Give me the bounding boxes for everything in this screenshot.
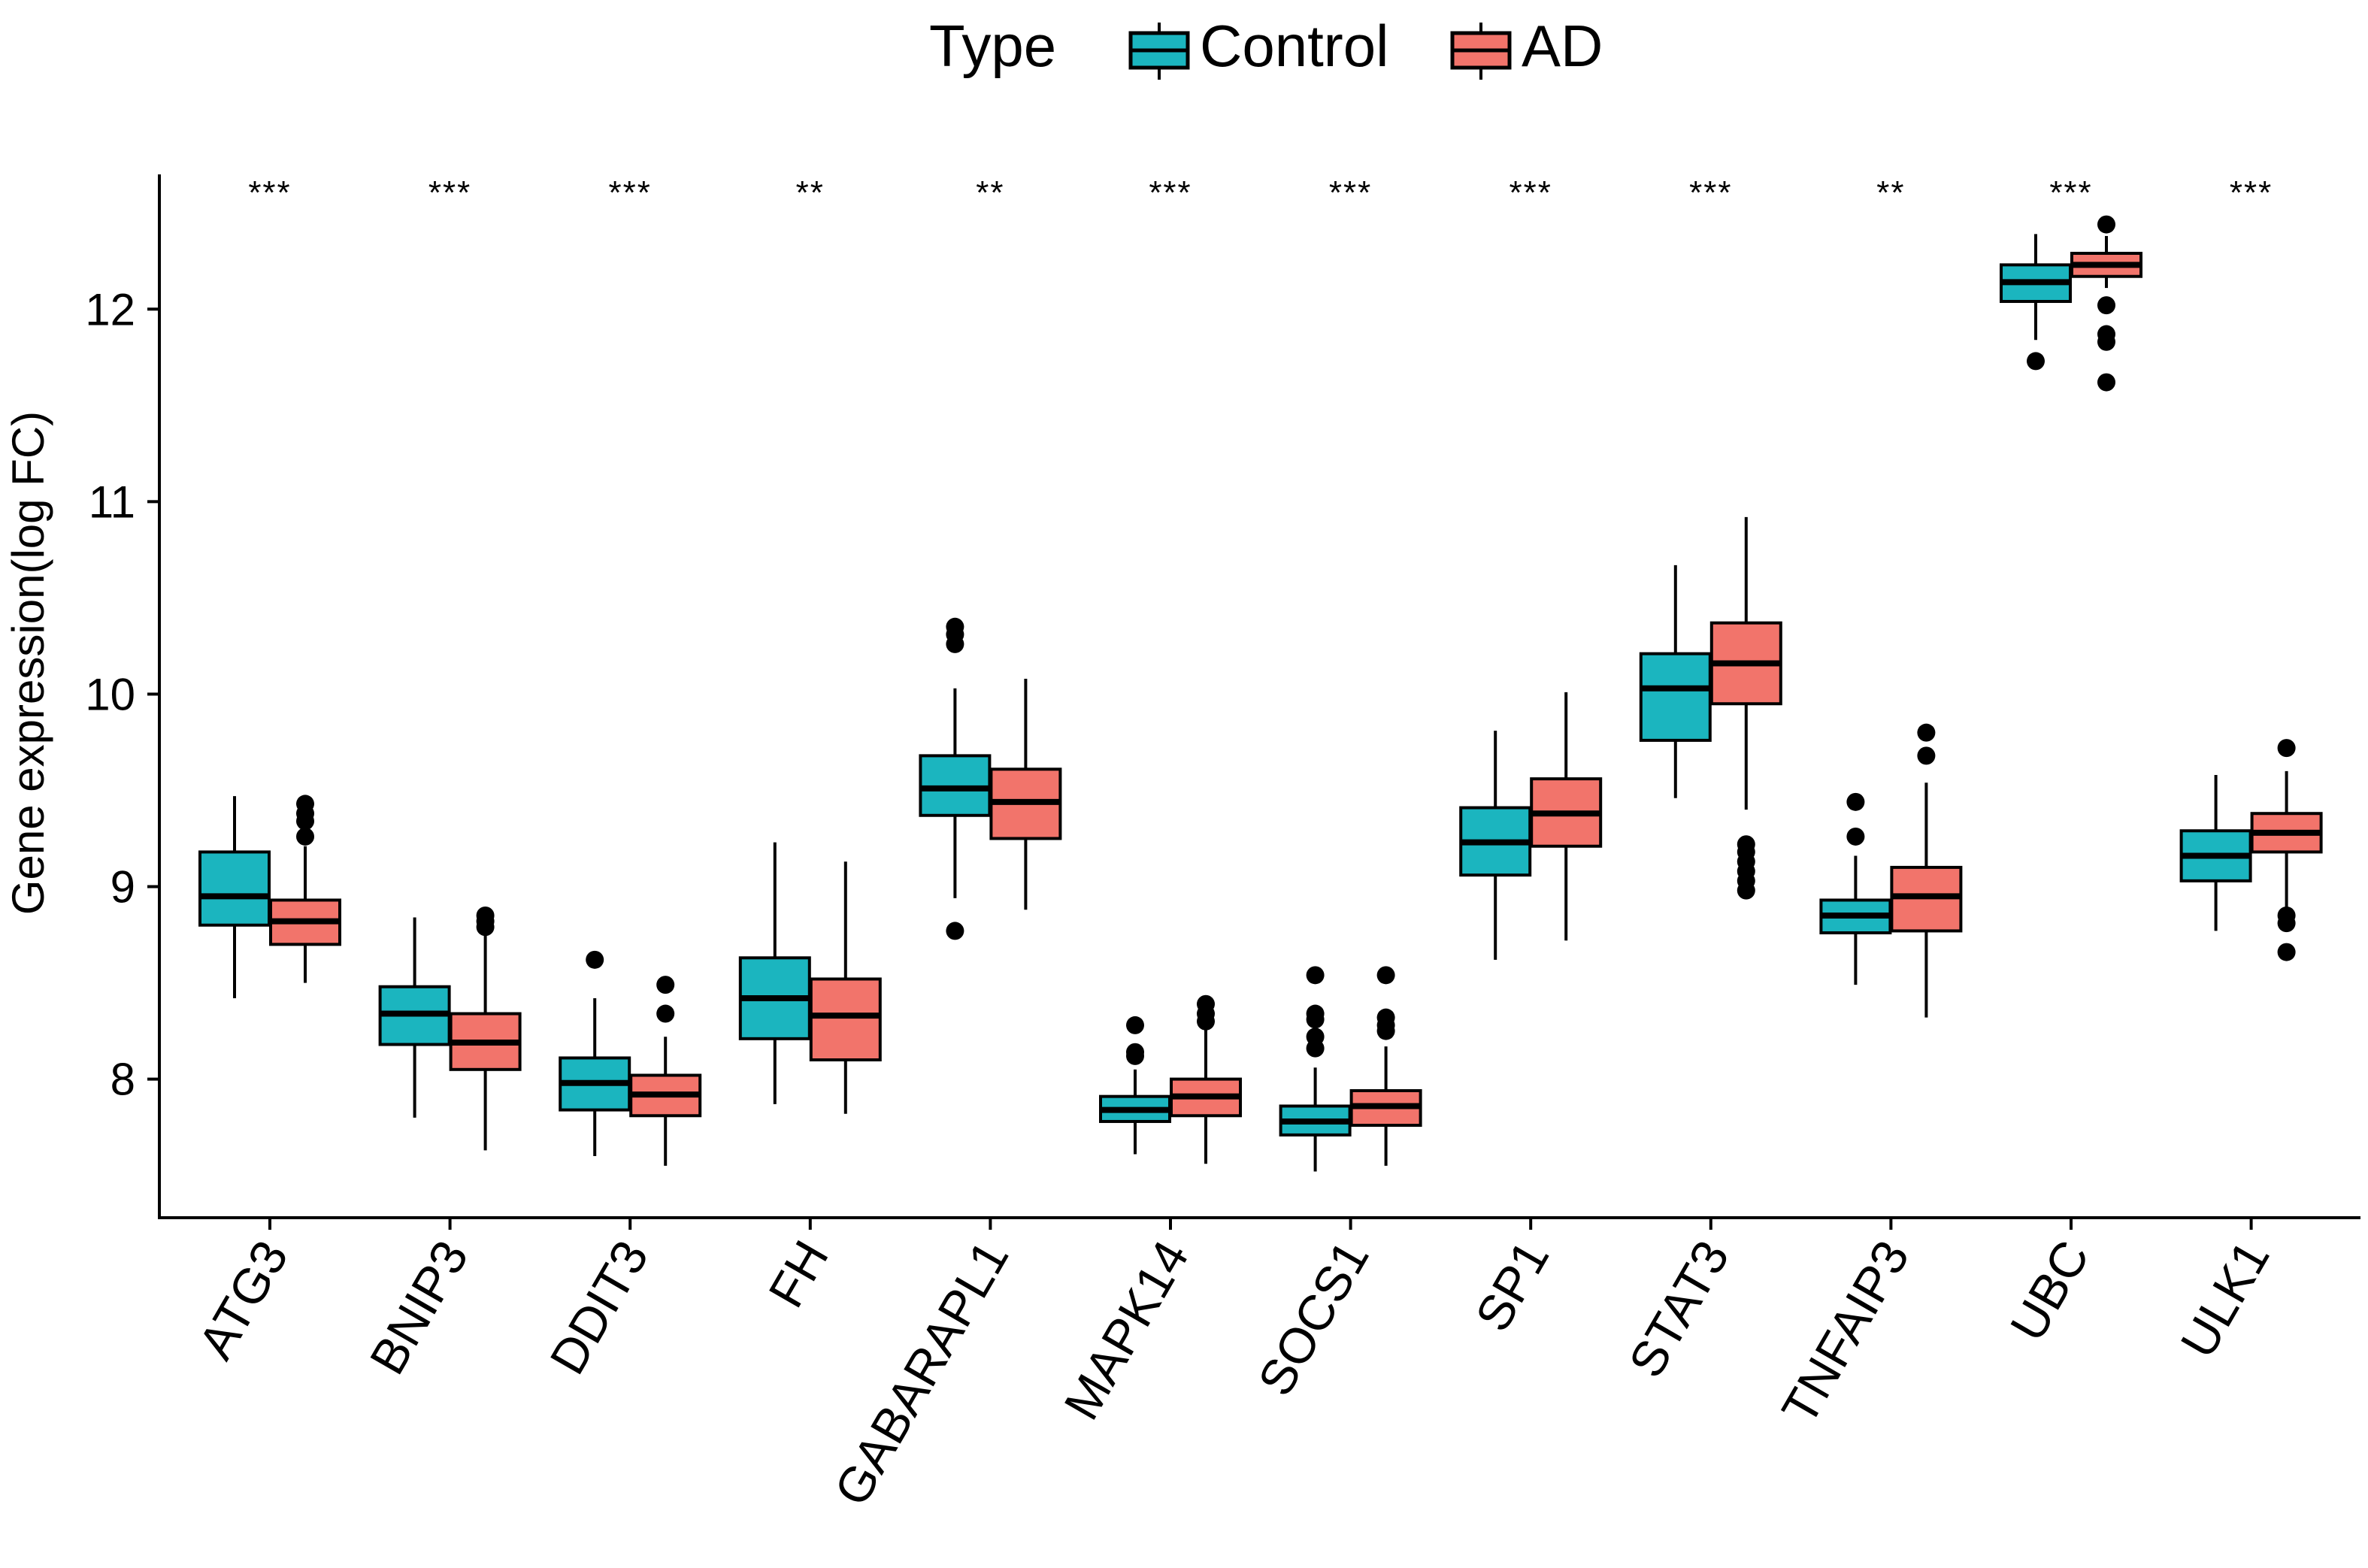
box-ad-ulk1 [2250,739,2323,961]
box-control-bnip3 [378,917,451,1118]
y-tick-label: 10 [85,669,135,719]
box-control-ddit3 [559,950,631,1157]
legend-label-ad: AD [1522,13,1603,79]
significance-labels: *** *** *** ** ** *** *** *** *** ** *** *** [248,174,2273,211]
outlier-point [1126,1043,1144,1061]
plot-area [198,215,2323,1172]
box-control-stat3 [1639,565,1712,798]
significance-label: *** [1149,174,1192,211]
significance-label: *** [428,174,471,211]
significance-label: *** [2230,174,2273,211]
x-tick-label: GABARAPL1 [823,1231,1019,1515]
outlier-point [2277,906,2296,925]
x-tick-label: MAPK14 [1053,1231,1199,1429]
outlier-point [1306,966,1325,985]
significance-label: *** [1689,174,1732,211]
x-tick-label: SP1 [1464,1231,1559,1340]
x-tick-label: TNFAIP3 [1771,1231,1920,1433]
outlier-point [2097,296,2115,315]
y-tick-label: 8 [111,1055,135,1105]
box-control-gabarapl1 [919,617,992,940]
outlier-point [1917,723,1936,742]
box-ad-bnip3 [449,906,522,1151]
outlier-point [946,922,964,940]
legend-title: Type [929,13,1056,79]
box-body [809,977,882,1062]
significance-label: *** [2049,174,2092,211]
box-ad-stat3 [1709,516,1782,900]
significance-label: ** [976,174,1004,211]
box-control-atg3 [198,796,271,999]
box-ad-mapk14 [1170,994,1242,1164]
outlier-point [1306,1004,1325,1023]
outlier-point [296,827,314,846]
box-body [1639,652,1712,742]
outlier-point [2097,215,2115,234]
significance-label: ** [796,174,825,211]
x-tick-label: UBC [1999,1231,2100,1350]
box-ad-gabarapl1 [989,678,1062,910]
outlier-point [656,976,675,994]
legend-label-control: Control [1200,13,1388,79]
x-tick-label: ULK1 [2170,1231,2280,1367]
outlier-point [1917,746,1936,765]
y-tick-label: 11 [89,477,135,527]
box-ad-ddit3 [629,976,702,1166]
outlier-point [1197,994,1215,1013]
x-tick-label: ATG3 [187,1231,298,1368]
box-ad-ubc [2070,215,2142,392]
x-tick-label: SOCS1 [1247,1231,1379,1405]
y-axis-title: Gene expression(log FC) [3,411,53,915]
outlier-point [2097,373,2115,392]
box-control-tnfaip3 [1819,792,1892,985]
outlier-point [1376,966,1395,985]
outlier-point [2277,943,2296,961]
legend: Type Control AD [929,13,1603,80]
outlier-point [2277,739,2296,758]
significance-label: *** [1510,174,1552,211]
box-ad-fh [809,861,882,1114]
outlier-point [946,617,964,636]
outlier-point [1306,1028,1325,1046]
box-body [198,850,271,927]
legend-key-control [1128,23,1190,80]
box-control-fh [738,842,811,1104]
outlier-point [296,795,314,813]
box-ad-tnfaip3 [1890,723,1963,1018]
box-control-socs1 [1279,966,1352,1172]
outlier-point [1126,1016,1144,1034]
box-ad-atg3 [269,795,341,983]
outlier-point [1376,1008,1395,1027]
box-ad-socs1 [1349,966,1422,1166]
outlier-point [476,906,495,925]
outlier-point [1846,792,1865,811]
box-ad-sp1 [1530,692,1603,941]
outlier-point [1737,835,1755,854]
y-tick-label: 9 [111,862,135,913]
box-control-mapk14 [1099,1016,1171,1155]
significance-label: ** [1876,174,1905,211]
y-axis-ticks: 8 9 10 11 12 [85,284,159,1105]
outlier-point [586,950,604,969]
significance-label: *** [609,174,652,211]
outlier-point [1846,827,1865,846]
legend-key-ad [1450,23,1512,80]
x-tick-label: STAT3 [1618,1231,1740,1386]
box-control-sp1 [1459,731,1532,960]
y-tick-label: 12 [85,284,135,334]
outlier-point [2097,325,2115,344]
x-tick-label: FH [758,1231,839,1316]
significance-label: *** [1329,174,1372,211]
outlier-point [2027,352,2045,371]
x-tick-label: DDIT3 [539,1231,659,1383]
x-tick-label: BNIP3 [359,1231,478,1383]
significance-label: *** [248,174,291,211]
box-control-ulk1 [2179,774,2252,931]
box-control-ubc [2000,234,2072,371]
outlier-point [656,1004,675,1023]
